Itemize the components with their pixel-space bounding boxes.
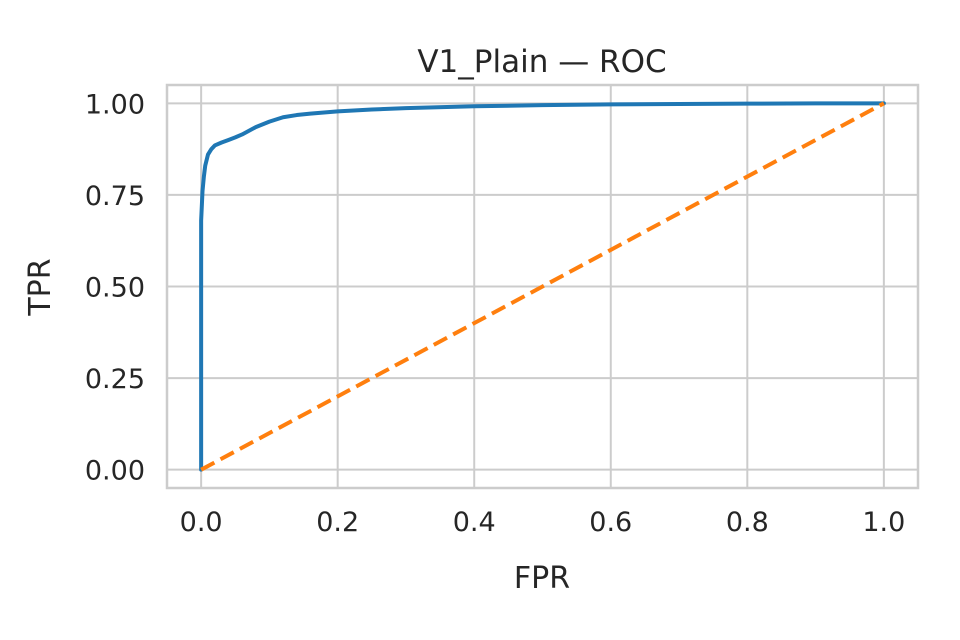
y-tick-label: 0.25 (85, 364, 145, 395)
y-tick-labels: 0.00 0.25 0.50 0.75 1.00 (85, 89, 145, 486)
y-tick-label: 0.50 (85, 273, 145, 304)
chart-title: V1_Plain — ROC (417, 44, 666, 80)
y-tick-label: 0.75 (85, 181, 145, 212)
y-tick-label: 1.00 (85, 89, 145, 120)
chance-diagonal-line (200, 101, 885, 472)
x-axis-title: FPR (514, 561, 570, 596)
x-tick-label: 0.4 (453, 507, 496, 538)
x-tick-label: 0.8 (726, 507, 769, 538)
y-tick-label: 0.00 (85, 456, 145, 487)
x-tick-label: 0.0 (180, 507, 223, 538)
y-axis-title: TPR (23, 258, 58, 316)
x-tick-label: 1.0 (862, 507, 905, 538)
roc-curve-line (199, 101, 886, 472)
x-tick-label: 0.2 (316, 507, 359, 538)
plot-frame (165, 83, 920, 490)
x-tick-labels: 0.0 0.2 0.4 0.6 0.8 1.0 (180, 507, 906, 538)
x-tick-label: 0.6 (589, 507, 632, 538)
series-group (199, 101, 886, 472)
